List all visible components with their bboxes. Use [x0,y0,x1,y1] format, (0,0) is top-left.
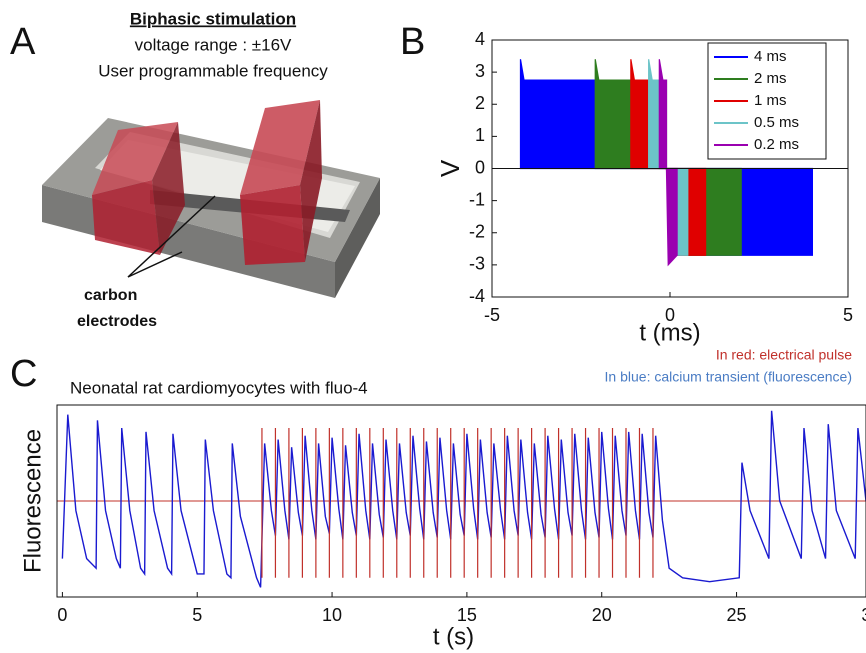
pulse-area [659,59,677,265]
figure: A Biphasic stimulation voltage range : ±… [0,0,866,653]
legend-label: 0.2 ms [754,136,799,153]
y-tick-label: -1 [469,189,485,209]
y-axis-label: Fluorescence [19,429,46,573]
x-tick-label: 0 [57,605,67,625]
x-tick-label: 25 [727,605,747,625]
legend-label: 4 ms [754,48,787,65]
legend-label: 1 ms [754,92,787,109]
annotation: In blue: calcium transient (fluorescence… [605,369,852,385]
panel-label: A [10,21,36,63]
panel-text: User programmable frequency [98,61,328,80]
x-tick-label: 5 [192,605,202,625]
y-tick-label: 3 [475,61,485,81]
legend-label: 0.5 ms [754,114,799,131]
y-tick-label: 4 [475,29,485,49]
x-tick-label: 15 [457,605,477,625]
x-axis-label: t (s) [433,623,474,650]
device-illustration [42,100,380,298]
chart-title: Neonatal rat cardiomyocytes with fluo-4 [70,378,368,397]
y-axis-label: V [435,159,465,177]
legend-label: 2 ms [754,70,787,87]
callout: electrodes [77,313,157,330]
y-tick-label: -2 [469,222,485,242]
x-tick-label: -5 [484,305,500,325]
x-tick-label: 5 [843,305,853,325]
y-tick-label: 1 [475,125,485,145]
x-axis-label: t (ms) [639,319,700,346]
panel-label: C [10,353,37,395]
panel-text: voltage range : ±16V [135,35,292,54]
panel-heading: Biphasic stimulation [130,9,296,28]
y-tick-label: -3 [469,254,485,274]
y-tick-label: 2 [475,93,485,113]
panel-label: B [400,21,425,63]
y-tick-label: 0 [475,157,485,177]
page: A Biphasic stimulation voltage range : ±… [0,0,866,653]
x-tick-label: 20 [592,605,612,625]
x-tick-label: 30 [861,605,866,625]
x-tick-label: 10 [322,605,342,625]
y-tick-label: -4 [469,286,485,306]
callout: carbon [84,287,137,304]
annotation: In red: electrical pulse [716,347,852,363]
